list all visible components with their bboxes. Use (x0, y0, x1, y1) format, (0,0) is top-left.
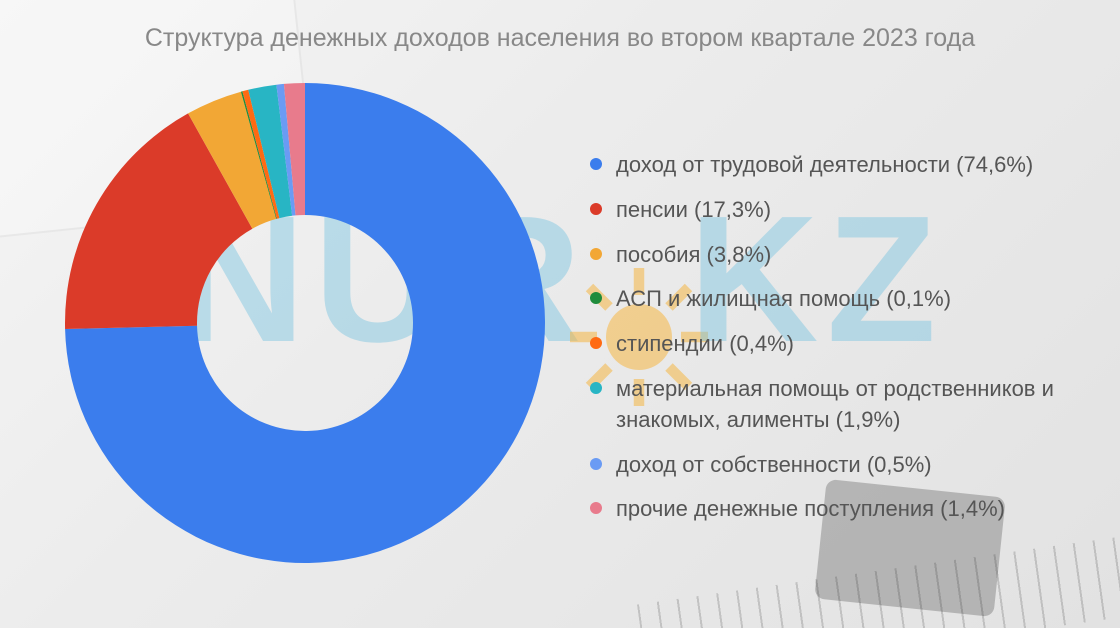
legend-bullet-icon (590, 203, 602, 215)
legend-bullet-icon (590, 158, 602, 170)
legend-item-benefits: пособия (3,8%) (590, 240, 1100, 271)
legend-bullet-icon (590, 248, 602, 260)
legend-item-asp_housing: АСП и жилищная помощь (0,1%) (590, 284, 1100, 315)
legend-label: прочие денежные поступления (1,4%) (616, 494, 1100, 525)
legend-label: материальная помощь от родственников и з… (616, 374, 1100, 436)
legend-bullet-icon (590, 458, 602, 470)
legend-bullet-icon (590, 292, 602, 304)
chart-canvas: NUR KZ Структура денежных доходов населе… (0, 0, 1120, 628)
legend-item-pensions: пенсии (17,3%) (590, 195, 1100, 226)
legend-label: пособия (3,8%) (616, 240, 1100, 271)
legend-bullet-icon (590, 382, 602, 394)
legend-bullet-icon (590, 502, 602, 514)
legend-label: доход от трудовой деятельности (74,6%) (616, 150, 1100, 181)
legend-item-stipends: стипендии (0,4%) (590, 329, 1100, 360)
legend-label: доход от собственности (0,5%) (616, 450, 1100, 481)
legend-item-other: прочие денежные поступления (1,4%) (590, 494, 1100, 525)
legend-bullet-icon (590, 337, 602, 349)
donut-chart (60, 78, 550, 568)
legend-label: пенсии (17,3%) (616, 195, 1100, 226)
legend-item-relatives_help: материальная помощь от родственников и з… (590, 374, 1100, 436)
legend-item-labor_income: доход от трудовой деятельности (74,6%) (590, 150, 1100, 181)
chart-title: Структура денежных доходов населения во … (0, 24, 1120, 53)
legend-label: АСП и жилищная помощь (0,1%) (616, 284, 1100, 315)
legend: доход от трудовой деятельности (74,6%) пе… (590, 150, 1100, 539)
legend-item-property: доход от собственности (0,5%) (590, 450, 1100, 481)
legend-label: стипендии (0,4%) (616, 329, 1100, 360)
